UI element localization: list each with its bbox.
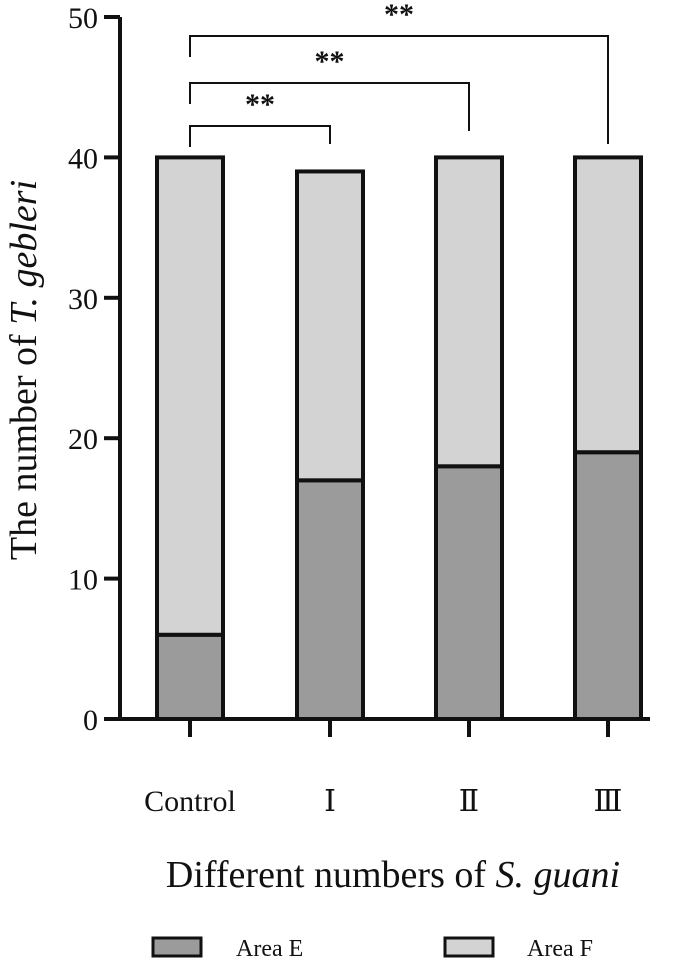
y-axis-title-italic: T. gebleri (3, 180, 45, 325)
y-tick-labels: 0 10 20 30 40 50 (68, 2, 98, 737)
x-tick-label: Ⅱ (459, 785, 479, 818)
significance-bracket (189, 125, 331, 147)
y-tick-label: 30 (68, 283, 98, 316)
x-tick-labels: Control Ⅰ Ⅱ Ⅲ (144, 785, 622, 818)
x-axis-title-prefix: Different numbers of (166, 854, 496, 896)
bar-segment-area-f (434, 155, 504, 469)
y-tick-label: 10 (68, 564, 98, 597)
significance-bracket (189, 82, 470, 131)
significance-bracket (189, 35, 609, 144)
bar-segment-area-f (155, 155, 225, 637)
significance-brackets: ** ** ** (189, 0, 609, 147)
significance-label: ** (245, 88, 275, 121)
bar-segment-area-e (573, 450, 643, 721)
x-tick-label: Ⅲ (594, 785, 623, 818)
legend-swatch (151, 936, 203, 958)
x-axis-title: Different numbers of S. guani (166, 854, 620, 896)
y-tick-label: 20 (68, 423, 98, 456)
legend-label: Area E (236, 936, 303, 962)
bar-segment-area-f (573, 155, 643, 455)
significance-label: ** (384, 0, 414, 31)
significance-label: ** (315, 45, 345, 78)
bar-segment-area-e (155, 632, 225, 722)
y-tick-label: 0 (83, 704, 98, 737)
legend-swatch (443, 936, 495, 958)
y-axis-title-prefix: The number of (3, 325, 45, 560)
y-axis-title: The number of T. gebleri (3, 180, 45, 560)
bar-segment-area-e (295, 478, 365, 721)
x-tick-label: Control (144, 785, 236, 818)
bar-segment-area-f (295, 169, 365, 483)
legend-label: Area F (527, 936, 593, 962)
legend: Area E Area F (151, 936, 593, 962)
x-tick-label: Ⅰ (324, 785, 336, 818)
x-axis-title-italic: S. guani (496, 854, 621, 896)
bar-segment-area-e (434, 464, 504, 721)
y-tick-label: 50 (68, 2, 98, 35)
bars (155, 155, 643, 722)
y-tick-label: 40 (68, 142, 98, 175)
